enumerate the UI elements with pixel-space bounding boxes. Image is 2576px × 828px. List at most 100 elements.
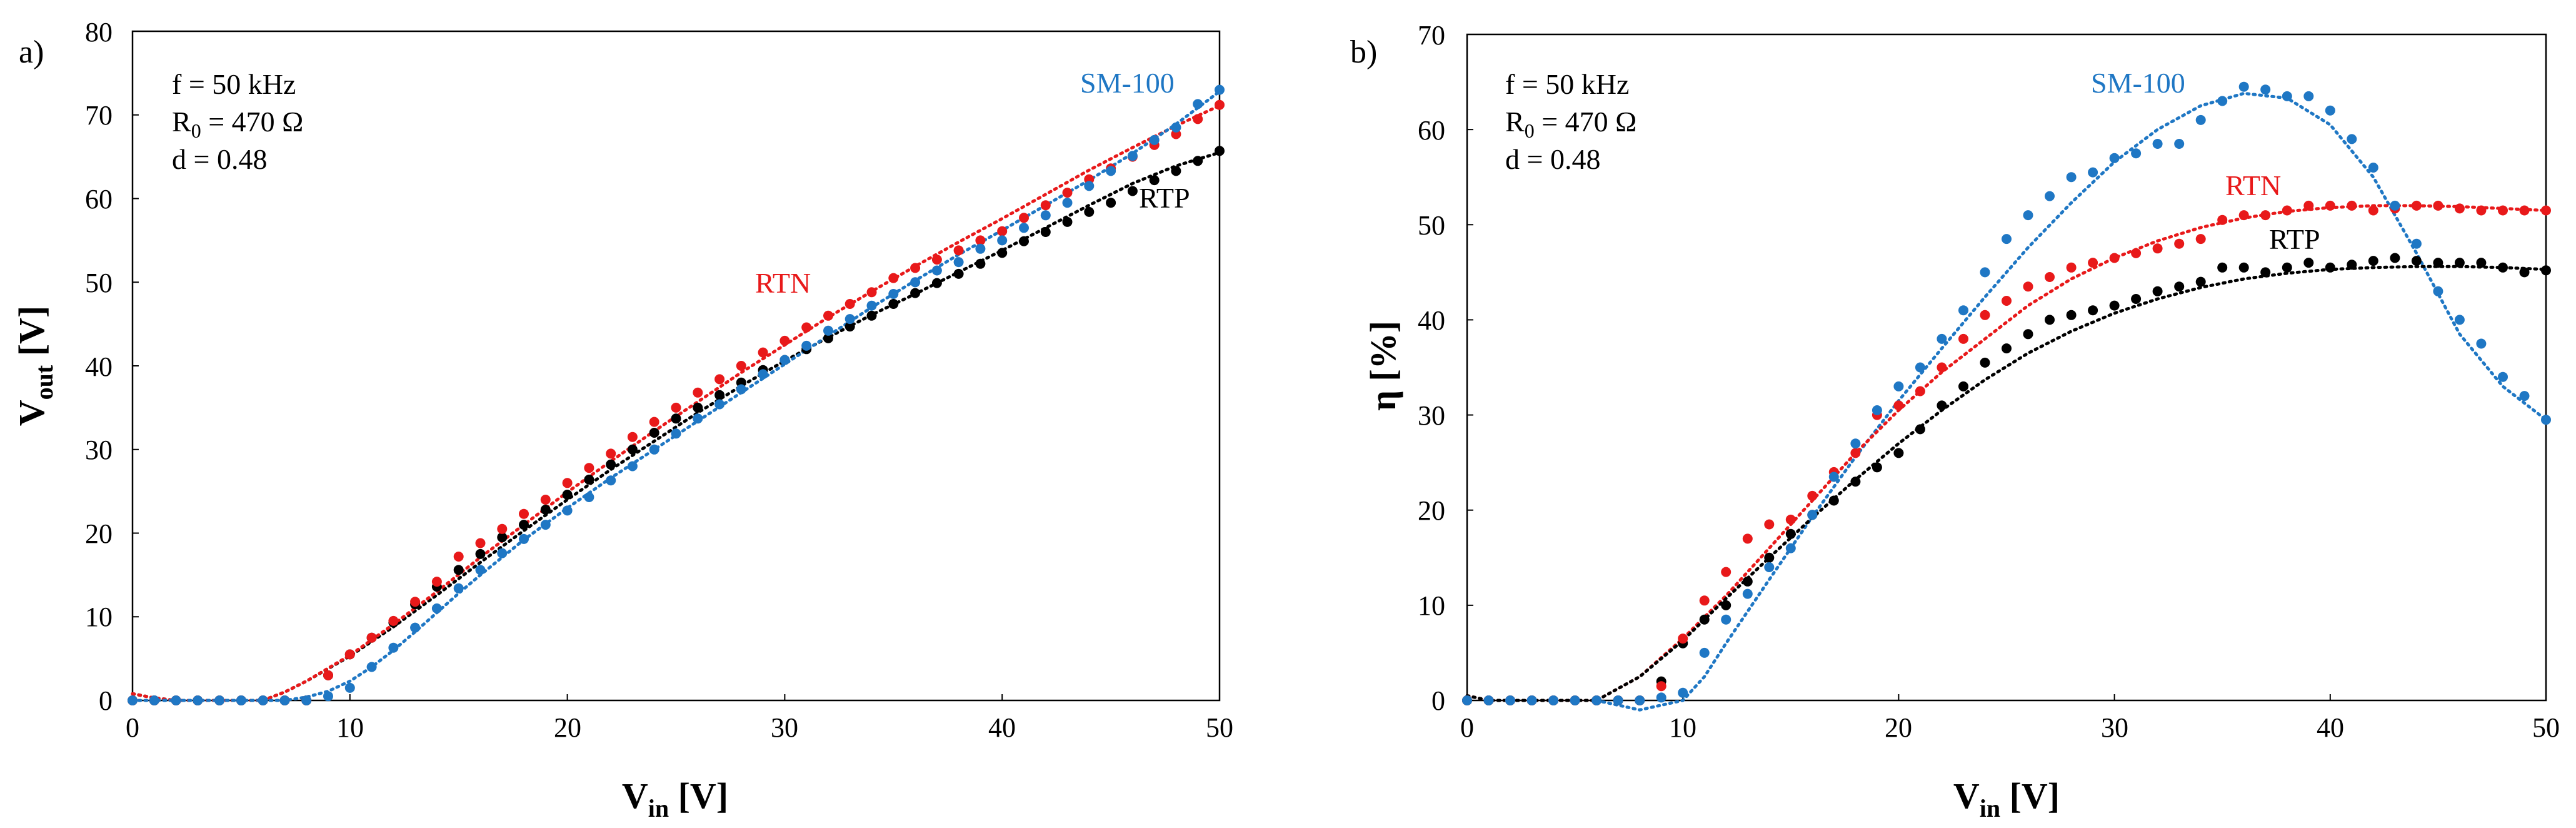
panel-b-rtp-data-point [2454,258,2465,268]
panel-a-y-tick-label: 10 [85,602,113,632]
panel-a-data-marks [128,31,1225,705]
panel-a-series-label-rtn: RTN [755,267,811,299]
panel-b-y-tick-label: 0 [1431,685,1445,716]
panel-b-sm100-data-point [2282,91,2292,101]
panel-a-param-frequency: f = 50 kHz [172,68,296,100]
panel-b-rtp-data-point [1785,528,1796,539]
panel-a-rtp-data-point [475,548,486,559]
panel-b-sm100-data-point [2476,338,2487,349]
panel-b-rtp-data-point [1980,357,1990,368]
panel-a-x-tick-label: 50 [1206,712,1233,743]
panel-a-rtp-data-point [497,532,508,543]
panel-a-rtp-data-point [823,333,833,343]
panel-a-rtn-data-point [1019,213,1029,223]
panel-b-sm100-data-point [2303,91,2314,101]
panel-a-rtn-data-point [801,322,812,333]
panel-b-rtp-data-point [1893,448,1904,458]
panel-b-rtp-data-point [2433,258,2443,268]
panel-b-sm100-data-point [2368,163,2378,173]
panel-a-sm100-data-point [1062,198,1073,208]
panel-a-rtp-data-point [910,288,921,298]
panel-b-sm100-data-point [2195,114,2206,125]
panel-b-sm100-data-point [1526,695,1537,705]
panel-b-rtn-data-point [2217,215,2228,225]
panel-b-sm100-data-point [1764,562,1775,572]
panel-a-sm100-data-point [366,662,377,672]
panel-b-rtn-data-point [2303,200,2314,211]
panel-b-sm100-data-point [1872,405,1882,415]
panel-b-sm100-data-point [2454,315,2465,325]
panel-a-sm100-data-point [323,691,333,702]
panel-b-sm100-data-point [2109,153,2120,163]
panel-a-y-tick-label: 30 [85,435,113,465]
panel-b-x-tick-label: 30 [2101,712,2128,743]
panel-b-x-tick-label: 20 [1885,712,1912,743]
panel-b-sm100-data-point [2238,81,2249,92]
panel-a-rtp-data-point [1149,175,1160,186]
panel-a-rtp-data-point [888,299,899,309]
panel-b-sm100-data-point [1505,695,1515,705]
panel-b-sm100-data-point [1613,695,1623,705]
panel-a-y-axis-title: Vout [V] [11,306,58,426]
panel-a-sm100-data-point [931,265,942,276]
panel-a-sm100-data-point [128,695,138,705]
panel-a-rtn-data-point [562,478,573,488]
panel-b-rtn-data-point [2519,205,2530,216]
panel-a-sm100-data-point [1084,181,1095,191]
panel-b-rtn-data-point [2476,205,2487,216]
panel-b-rtp-data-point [2238,262,2249,273]
panel-a-rtn-data-point [366,632,377,643]
panel-b-sm100-data-point [1462,695,1472,705]
panel-b-rtp-data-point [2347,260,2357,270]
panel-a-x-tick-label: 0 [126,712,139,743]
panel-a-rtp-trendline [131,151,1221,702]
panel-a-parameters: f = 50 kHz R0 = 470 Ω d = 0.48 [172,68,303,175]
panel-b-rtp-data-point [2368,256,2378,266]
panel-a-sm100-data-point [823,325,833,336]
panel-a-x-tick-label: 40 [988,712,1016,743]
panel-b-parameters: f = 50 kHz R0 = 470 Ω d = 0.48 [1505,68,1636,175]
panel-b-rtp-data-point [2023,329,2033,340]
panel-b-x-axis-title: Vin [V] [1953,775,2060,822]
panel-a-x-axis-title: Vin [V] [622,775,728,822]
panel-b-rtn-data-point [2045,272,2055,282]
panel-a-rtp-data-point [1215,146,1225,156]
panel-a-sm100-data-point [540,520,551,530]
panel-a-rtp-data-point [1084,206,1095,217]
panel-a-sm100-data-point [236,695,246,705]
panel-a-rtn-data-point [431,577,442,587]
panel-b-rtn-data-point [2174,238,2185,249]
panel-a-x-tick-label: 10 [336,712,364,743]
panel-a-sm100-data-point [779,355,790,365]
panel-a-y-tick-label: 50 [85,268,113,298]
panel-b-rtp-data-point [2045,315,2055,325]
panel-a-sm100-data-point [844,314,855,325]
panel-a-rtn-data-point [910,263,921,273]
panel-a-sm100-data-point [801,340,812,351]
panel-b-series-label-sm100: SM-100 [2091,67,2185,99]
panel-b-rtn-data-point [2260,210,2271,221]
panel-a-sm100-data-point [627,461,638,472]
panel-b-rtn-data-point [2088,258,2098,268]
panel-b-rtp-data-point [2109,300,2120,311]
panel-b-sm100-data-point [2217,96,2228,106]
panel-b-sm100-data-point [1915,362,1925,373]
panel-a-rtp-data-point [1171,166,1181,176]
panel-a-y-axis-title-sub: out [30,365,58,400]
panel-a-sm100-data-point [1106,166,1116,176]
panel-a-rtn-data-point [519,508,529,519]
panel-b-y-axis-title: η [%] [1363,321,1403,411]
panel-a-y-tick-label: 80 [85,17,113,48]
panel-a-sm100-data-point [888,289,899,299]
panel-a-y-axis-title-main: V [11,400,52,426]
panel-a-rtn-data-point [606,448,616,459]
panel-b-rtp-data-point [1850,477,1861,487]
panel-b-rtn-data-point [1915,386,1925,396]
panel-a-param-resistance: R0 = 470 Ω [172,106,303,142]
panel-b-series-label-rtn: RTN [2225,169,2281,201]
panel-b-rtp-data-point [2411,256,2422,266]
panel-a-sm100-data-point [453,583,464,593]
panel-a-sm100-data-point [714,399,725,410]
panel-a-sm100-data-point [497,548,508,558]
panel-a-sm100-data-point [975,243,986,254]
